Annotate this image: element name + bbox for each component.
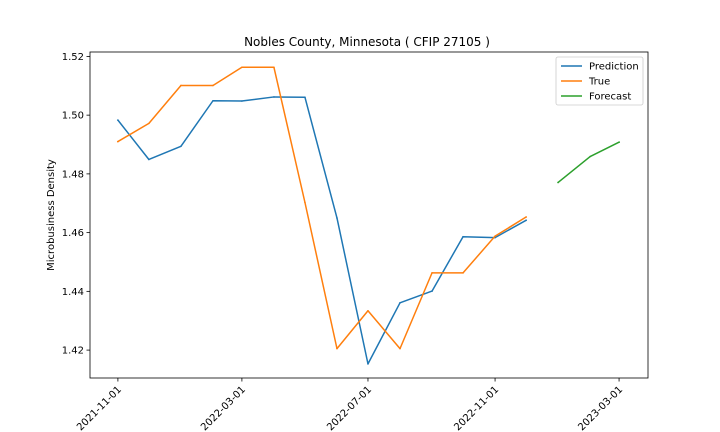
data-point-true (431, 272, 433, 274)
series-lines (116, 66, 621, 365)
y-tick-label: 1.48 (62, 169, 84, 180)
legend-label-true: True (588, 77, 610, 88)
data-point-prediction (273, 96, 275, 98)
y-tick-label: 1.44 (62, 287, 84, 298)
data-point-prediction (399, 302, 401, 304)
y-axis-label: Microbusiness Density (46, 159, 57, 271)
data-point-prediction (462, 235, 464, 238)
data-point-true (336, 347, 338, 350)
plot-frame (89, 51, 649, 379)
data-point-prediction (431, 290, 433, 292)
legend: Prediction True Forecast (555, 56, 644, 106)
data-point-true (148, 122, 150, 125)
data-point-true (117, 140, 119, 143)
data-point-true (462, 272, 464, 274)
data-point-forecast (557, 181, 559, 184)
data-point-prediction (525, 219, 527, 222)
legend-box (555, 56, 644, 106)
data-point-forecast (618, 141, 620, 143)
y-tick-label: 1.46 (62, 228, 84, 239)
data-point-prediction (180, 145, 182, 148)
series-line-prediction (116, 96, 528, 365)
data-point-prediction (336, 217, 338, 219)
data-point-prediction (117, 119, 119, 121)
data-point-forecast (589, 155, 591, 158)
chart-title: Nobles County, Minnesota ( CFIP 27105 ) (244, 35, 490, 49)
legend-label-forecast: Forecast (589, 92, 631, 103)
y-tick-label: 1.42 (62, 346, 84, 357)
data-point-true (525, 216, 527, 218)
data-point-prediction (367, 363, 369, 365)
y-tick-label: 1.50 (62, 111, 84, 122)
data-point-true (494, 235, 496, 237)
data-point-prediction (304, 96, 306, 99)
data-point-prediction (148, 158, 150, 161)
y-tick-label: 1.52 (62, 52, 84, 63)
series-line-true (116, 66, 528, 350)
data-point-true (212, 84, 214, 87)
data-point-true (180, 84, 182, 87)
data-point-true (241, 66, 243, 69)
data-point-true (399, 347, 401, 350)
data-point-prediction (212, 99, 214, 102)
data-point-true (367, 309, 369, 312)
data-point-true (273, 66, 275, 69)
data-point-prediction (241, 100, 243, 102)
data-point-true (304, 201, 306, 204)
legend-label-prediction: Prediction (589, 62, 639, 73)
